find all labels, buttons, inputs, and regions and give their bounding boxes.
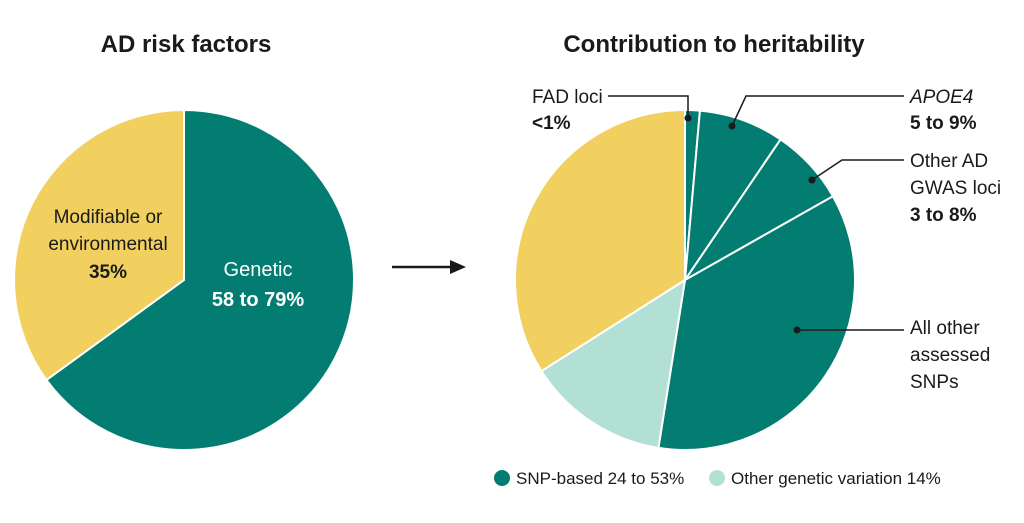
legend-swatch-snp bbox=[494, 470, 510, 486]
heritability-slice-other_var bbox=[540, 279, 686, 449]
chart-title-risk-factors: AD risk factors bbox=[101, 31, 272, 58]
heritability-slice-other_snps bbox=[657, 195, 856, 451]
callout-value-gwas: 3 to 8% bbox=[910, 205, 977, 226]
callout-value-fad: <1% bbox=[532, 113, 571, 134]
callout-other-snps bbox=[793, 326, 904, 334]
legend-label-other: Other genetic variation 14% bbox=[731, 469, 941, 488]
callout-apoe4 bbox=[728, 95, 904, 130]
callout-value-apoe4: 5 to 9% bbox=[910, 113, 977, 134]
risk-slice-modifiable bbox=[13, 109, 185, 381]
chart-title-heritability: Contribution to heritability bbox=[563, 31, 865, 58]
arrow-icon bbox=[392, 260, 466, 274]
callout-fad-loci bbox=[608, 95, 692, 122]
callout-label-other-snps-line3: SNPs bbox=[910, 372, 959, 393]
callout-label-fad: FAD loci bbox=[532, 87, 603, 108]
callout-gwas-loci bbox=[808, 159, 904, 184]
callout-label-other-snps-line1: All other bbox=[910, 318, 980, 339]
legend-label-snp: SNP-based 24 to 53% bbox=[516, 469, 684, 488]
pie-heritability bbox=[513, 109, 856, 451]
slice-label-modifiable-line2: environmental bbox=[48, 234, 167, 255]
callout-label-other-snps-line2: assessed bbox=[910, 345, 990, 366]
callout-label-gwas-line1: Other AD bbox=[910, 151, 988, 172]
slice-label-modifiable-line1: Modifiable or bbox=[54, 207, 163, 228]
slice-value-modifiable: 35% bbox=[89, 262, 127, 283]
risk-slice-genetic bbox=[45, 109, 355, 451]
slice-value-genetic: 58 to 79% bbox=[212, 289, 304, 311]
legend: SNP-based 24 to 53% Other genetic variat… bbox=[494, 469, 941, 488]
callout-label-apoe4: APOE4 bbox=[909, 87, 973, 108]
slice-label-genetic: Genetic bbox=[224, 259, 293, 281]
heritability-slice-modifiable bbox=[513, 109, 686, 373]
pie-risk-factors bbox=[13, 109, 355, 451]
legend-swatch-other bbox=[709, 470, 725, 486]
callout-label-gwas-line2: GWAS loci bbox=[910, 178, 1001, 199]
